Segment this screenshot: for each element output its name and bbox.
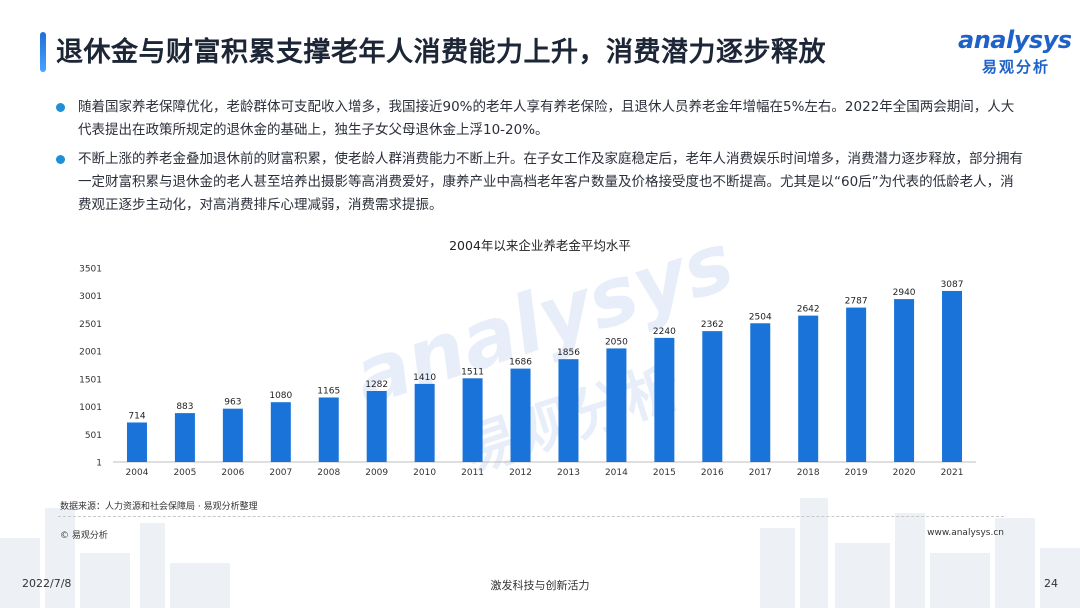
bar-2019: [846, 307, 867, 462]
bar-2009: [366, 390, 387, 462]
x-tick-label: 2010: [413, 468, 436, 478]
bar-2008: [318, 397, 339, 462]
data-label: 1410: [413, 373, 436, 383]
bar-2012: [510, 368, 531, 462]
pension-bar-chart: analysys 易观分析 2004年以来企业养老金平均水平 150110011…: [79, 230, 976, 485]
footer-slogan: 激发科技与创新活力: [490, 579, 590, 592]
data-label: 714: [128, 411, 145, 421]
bar-2007: [270, 402, 291, 462]
logo-wordmark: analysys: [958, 26, 1072, 54]
x-tick-label: 2015: [653, 468, 676, 478]
bullet-text: 不断上涨的养老金叠加退休前的财富积累，使老龄人群消费能力不断上升。在子女工作及家…: [78, 151, 1023, 213]
y-tick-label: 1501: [79, 375, 102, 385]
bar-2014: [606, 348, 627, 462]
bar-2021: [942, 290, 963, 462]
data-source-note: 数据来源：人力资源和社会保障局 · 易观分析整理: [60, 502, 258, 512]
bullet-dot-icon: [56, 103, 65, 112]
bar-2017: [750, 323, 771, 462]
city-skyline-background: [0, 498, 1080, 608]
bar-2005: [174, 413, 195, 462]
bullet-text: 随着国家养老保障优化，老龄群体可支配收入增多，我国接近90%的老年人享有养老保险…: [78, 99, 1015, 138]
x-tick-label: 2004: [126, 468, 149, 478]
bar-2013: [558, 359, 579, 462]
bullet-item: 随着国家养老保障优化，老龄群体可支配收入增多，我国接近90%的老年人享有养老保险…: [56, 96, 1026, 142]
data-label: 2787: [845, 297, 868, 307]
bar-2016: [702, 331, 723, 462]
chart-title: 2004年以来企业养老金平均水平: [449, 238, 631, 253]
data-label: 2050: [605, 337, 628, 347]
bar-2006: [222, 408, 243, 462]
data-label: 2642: [797, 305, 820, 315]
data-label: 2940: [893, 288, 916, 298]
logo-subtitle: 易观分析: [982, 58, 1051, 76]
x-tick-label: 2014: [605, 468, 628, 478]
data-label: 1165: [317, 386, 340, 396]
website-link[interactable]: www.analysys.cn: [927, 528, 1004, 538]
bar-2010: [414, 383, 435, 462]
data-label: 1856: [557, 348, 580, 358]
bar-2011: [462, 378, 483, 462]
title-accent-bar: [40, 32, 46, 72]
data-label: 2504: [749, 312, 772, 322]
x-tick-label: 2008: [317, 468, 340, 478]
y-tick-label: 501: [85, 431, 102, 441]
bar-2020: [894, 299, 915, 462]
bar-series: 714 2004 883 2005 963 2006 1080 2007 1165 2008 128…: [126, 280, 964, 478]
page-number: 24: [1044, 577, 1058, 590]
data-label: 1511: [461, 367, 484, 377]
x-tick-label: 2016: [701, 468, 724, 478]
copyright-text: © 易观分析: [60, 531, 108, 541]
x-tick-label: 2018: [797, 468, 820, 478]
x-tick-label: 2020: [893, 468, 916, 478]
x-tick-label: 2012: [509, 468, 532, 478]
bullet-item: 不断上涨的养老金叠加退休前的财富积累，使老龄人群消费能力不断上升。在子女工作及家…: [56, 148, 1026, 217]
x-tick-label: 2021: [941, 468, 964, 478]
y-tick-label: 1: [96, 459, 102, 469]
bar-2004: [126, 422, 147, 462]
data-label: 2362: [701, 320, 724, 330]
data-label: 1686: [509, 358, 532, 368]
data-label: 963: [224, 398, 241, 408]
data-label: 883: [176, 402, 193, 412]
x-tick-label: 2007: [269, 468, 292, 478]
data-label: 3087: [941, 280, 964, 290]
x-tick-label: 2006: [221, 468, 244, 478]
bullet-list: 随着国家养老保障优化，老龄群体可支配收入增多，我国接近90%的老年人享有养老保险…: [56, 96, 1026, 223]
page-title: 退休金与财富积累支撑老年人消费能力上升，消费潜力逐步释放: [56, 37, 826, 68]
y-tick-label: 3001: [79, 292, 102, 302]
data-label: 1080: [269, 391, 292, 401]
x-tick-label: 2005: [173, 468, 196, 478]
x-tick-label: 2013: [557, 468, 580, 478]
data-label: 2240: [653, 327, 676, 337]
y-tick-label: 2501: [79, 320, 102, 330]
report-date: 2022/7/8: [22, 577, 72, 590]
bullet-dot-icon: [56, 155, 65, 164]
footer-divider: [58, 516, 1004, 517]
bar-2018: [798, 315, 819, 462]
bar-2015: [654, 337, 675, 462]
y-tick-label: 2001: [79, 348, 102, 358]
x-tick-label: 2019: [845, 468, 868, 478]
y-tick-label: 1001: [79, 403, 102, 413]
x-tick-label: 2011: [461, 468, 484, 478]
x-tick-label: 2009: [365, 468, 388, 478]
x-tick-label: 2017: [749, 468, 772, 478]
data-label: 1282: [365, 380, 388, 390]
analysys-logo: analysys 易观分析: [958, 26, 1072, 78]
y-tick-label: 3501: [79, 265, 102, 275]
